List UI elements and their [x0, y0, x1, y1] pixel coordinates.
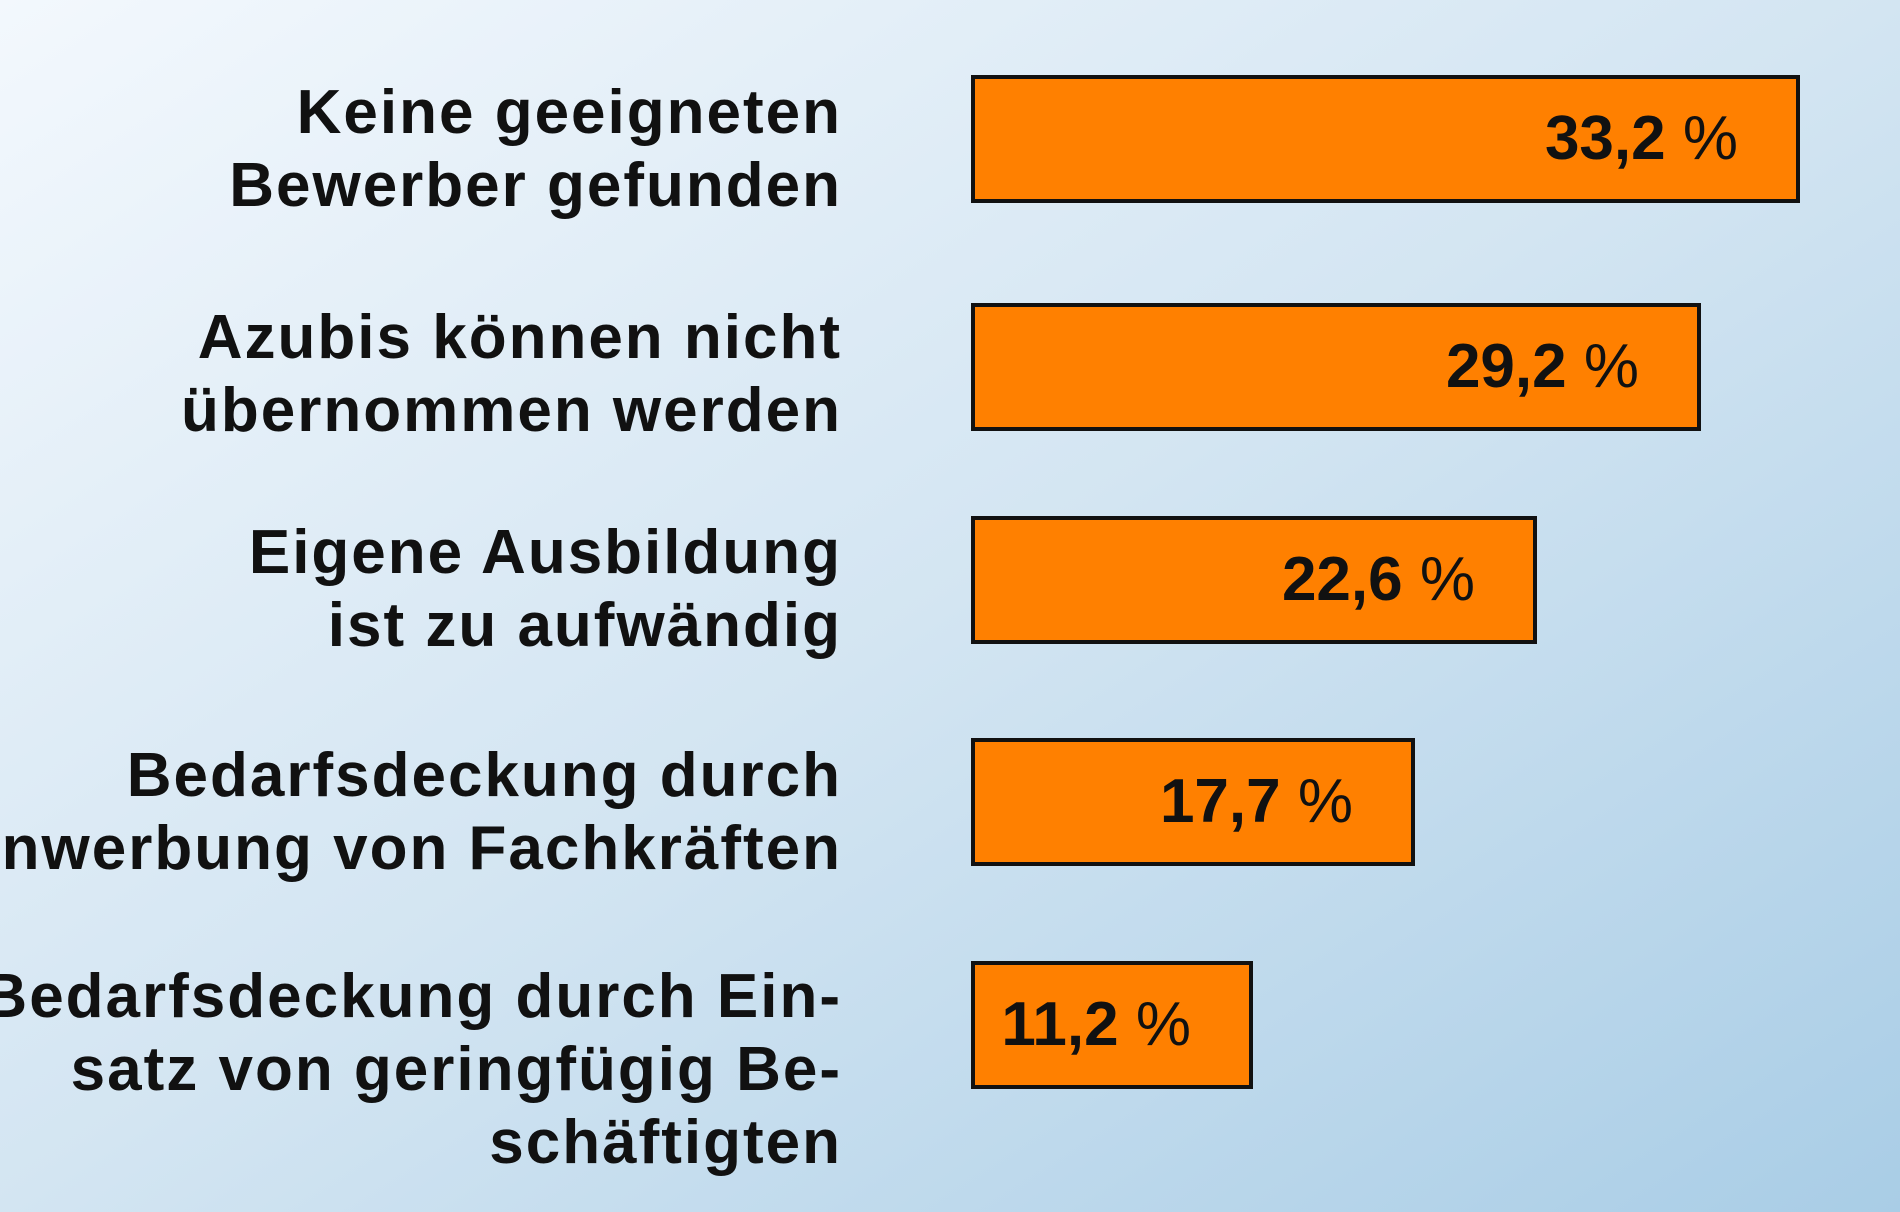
- value-labels: 33,2 % 29,2 % 22,6 % 17,7 % 11,2 %: [1001, 104, 1738, 1059]
- category-label-3: Eigene Ausbildung ist zu aufwändig: [249, 518, 842, 660]
- category-labels: Keine geeigneten Bewerber gefunden Azubis …: [0, 78, 842, 1177]
- category-label-4: Bedarfsdeckung durch Anwerbung von Fachkr…: [0, 741, 842, 883]
- bar-3: [971, 516, 1537, 644]
- bar-1: [971, 75, 1800, 203]
- category-label-2: Azubis können nicht übernommen werden: [181, 303, 842, 445]
- value-label-4: 17,7 %: [1160, 767, 1353, 836]
- value-label-5: 11,2 %: [1001, 990, 1191, 1059]
- value-label-2: 29,2 %: [1446, 332, 1639, 401]
- value-label-1: 33,2 %: [1545, 104, 1738, 173]
- category-label-1: Keine geeigneten Bewerber gefunden: [229, 78, 842, 220]
- bars: [971, 75, 1800, 1089]
- category-label-5: Bedarfsdeckung durch Ein-satz von gering…: [0, 962, 842, 1177]
- value-label-3: 22,6 %: [1282, 545, 1475, 614]
- bar-2: [971, 303, 1701, 431]
- bar-5: [971, 961, 1253, 1089]
- bar-4: [971, 738, 1415, 866]
